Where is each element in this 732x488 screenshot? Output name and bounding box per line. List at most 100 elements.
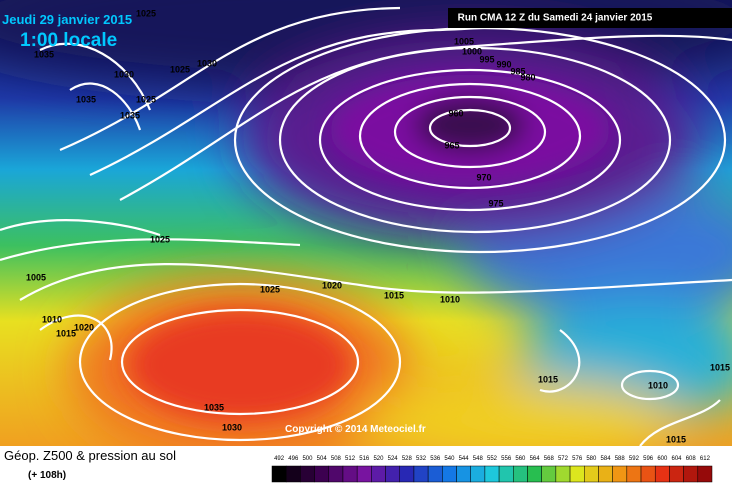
colorbar-label: 572	[558, 456, 569, 462]
colorbar-label: 548	[473, 456, 484, 462]
colorbar-label: 552	[487, 456, 498, 462]
colorbar-swatch	[271, 465, 287, 483]
isobar-label: 960	[448, 108, 463, 118]
colorbar-swatch	[612, 465, 628, 483]
isobar-label: 975	[488, 198, 503, 208]
isobar-label: 1025	[170, 64, 190, 74]
colorbar-swatch	[569, 465, 585, 483]
colorbar-label: 524	[388, 456, 399, 462]
colorbar-label: 520	[373, 456, 384, 462]
isobar-label: 1010	[648, 380, 668, 390]
isobar-label: 1005	[454, 36, 474, 46]
isobar-label: 1035	[204, 402, 224, 412]
colorbar-label: 492	[274, 456, 285, 462]
isobar-label: 1030	[114, 69, 134, 79]
colorbar-label: 564	[530, 456, 541, 462]
colorbar-swatch	[513, 465, 528, 483]
colorbar-label: 496	[288, 456, 299, 462]
colorbar-swatch	[697, 465, 713, 483]
colorbar-swatch	[470, 465, 486, 483]
isobar-label: 985	[510, 66, 525, 76]
isobar-label: 1015	[538, 374, 558, 384]
isobar-label: 1020	[74, 322, 94, 332]
colorbar-label: 580	[586, 456, 597, 462]
colorbar-label: 576	[572, 456, 583, 462]
colorbar-swatch	[555, 465, 571, 483]
colorbar-swatch	[300, 465, 315, 483]
footer-lead: (+ 108h)	[28, 470, 66, 481]
colorbar-swatch	[442, 465, 457, 483]
background	[0, 0, 732, 460]
isobar-label: 1015	[384, 290, 404, 300]
colorbar-label: 596	[643, 456, 654, 462]
footer-title: Géop. Z500 & pression au sol	[4, 448, 176, 463]
isobar-label: 1000	[462, 46, 482, 56]
time: 1:00 locale	[20, 30, 117, 51]
isobar-label: 970	[476, 172, 491, 182]
isobar-label: 995	[479, 54, 494, 64]
colorbar-label: 612	[700, 456, 711, 462]
colorbar-swatch	[527, 465, 542, 483]
colorbar-swatch	[484, 465, 500, 483]
colorbar-swatch	[654, 465, 670, 483]
isobar-label: 1010	[42, 314, 62, 324]
colorbar-label: 512	[345, 456, 356, 462]
colorbar-label: 604	[672, 456, 683, 462]
isobar-label: 1035	[76, 94, 96, 104]
colorbar-swatch	[399, 465, 415, 483]
isobar-label: 990	[496, 59, 511, 69]
isobar-label: 965	[444, 140, 459, 150]
colorbar-swatch	[683, 465, 699, 483]
isobar-label: 1015	[666, 434, 686, 444]
isobar-label: 1025	[150, 234, 170, 244]
colorbar-label: 556	[501, 456, 512, 462]
isobar-label: 1035	[120, 110, 140, 120]
colorbar-label: 536	[430, 456, 441, 462]
isobar-label: 1015	[710, 362, 730, 372]
colorbar-label: 608	[686, 456, 697, 462]
colorbar-label: 504	[317, 456, 328, 462]
colorbar-swatch	[385, 465, 400, 483]
colorbar-swatch	[342, 465, 358, 483]
run-box	[448, 8, 732, 28]
run-info: Run CMA 12 Z du Samedi 24 janvier 2015	[458, 13, 653, 24]
colorbar-swatch	[669, 465, 684, 483]
colorbar-label: 560	[515, 456, 526, 462]
colorbar-label: 500	[302, 456, 313, 462]
colorbar-swatch	[626, 465, 642, 483]
colorbar-swatch	[427, 465, 443, 483]
colorbar-label: 508	[331, 456, 342, 462]
colorbar-label: 592	[629, 456, 640, 462]
colorbar-label: 600	[657, 456, 668, 462]
isobar-label: 1010	[440, 294, 460, 304]
isobar-label: 1030	[222, 422, 242, 432]
copyright: Copyright © 2014 Meteociel.fr	[285, 424, 426, 435]
date: Jeudi 29 janvier 2015	[2, 12, 132, 27]
colorbar-label: 588	[615, 456, 626, 462]
isobar-label: 1015	[56, 328, 76, 338]
isobar-label: 1005	[26, 272, 46, 282]
colorbar-label: 544	[459, 456, 470, 462]
colorbar-label: 516	[359, 456, 370, 462]
colorbar-swatch	[541, 465, 557, 483]
colorbar-swatch	[584, 465, 599, 483]
isobar-label: 980	[520, 72, 535, 82]
colorbar-label: 528	[402, 456, 413, 462]
isobar-label: 1025	[260, 284, 280, 294]
isobar-label: 1025	[136, 94, 156, 104]
colorbar-swatch	[598, 465, 613, 483]
colorbar-swatch	[498, 465, 514, 483]
colorbar-swatch	[356, 465, 372, 483]
colorbar-swatch	[328, 465, 344, 483]
colorbar-label: 568	[544, 456, 555, 462]
isobar-label: 1035	[34, 49, 54, 59]
colorbar-label: 540	[444, 456, 455, 462]
colorbar-swatch	[285, 465, 301, 483]
colorbar-swatch	[413, 465, 429, 483]
colorbar-swatch	[456, 465, 471, 483]
colorbar-label: 532	[416, 456, 427, 462]
isobar-label: 1030	[197, 58, 217, 68]
colorbar-swatch	[371, 465, 386, 483]
colorbar-swatch	[640, 465, 656, 483]
